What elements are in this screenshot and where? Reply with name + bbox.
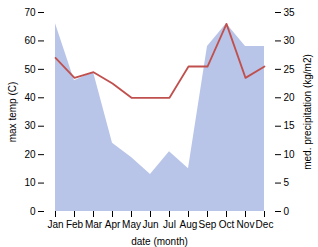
- svg-text:20: 20: [284, 92, 296, 103]
- svg-text:10: 10: [284, 149, 296, 160]
- svg-text:Nov: Nov: [237, 219, 255, 230]
- svg-text:30: 30: [284, 35, 296, 46]
- svg-text:50: 50: [24, 64, 36, 75]
- svg-text:max temp (C): max temp (C): [7, 82, 18, 143]
- svg-text:Jul: Jul: [163, 219, 176, 230]
- svg-text:5: 5: [284, 177, 290, 188]
- svg-text:Dec: Dec: [256, 219, 274, 230]
- svg-text:Apr: Apr: [105, 219, 121, 230]
- svg-text:med. precipitation (kg/m2): med. precipitation (kg/m2): [302, 54, 313, 170]
- svg-text:15: 15: [284, 120, 296, 131]
- svg-text:40: 40: [24, 92, 36, 103]
- svg-text:Jun: Jun: [142, 219, 158, 230]
- svg-text:Sep: Sep: [199, 219, 217, 230]
- svg-text:20: 20: [24, 149, 36, 160]
- svg-text:date (month): date (month): [131, 236, 188, 247]
- svg-text:Feb: Feb: [66, 219, 84, 230]
- svg-text:70: 70: [24, 7, 36, 18]
- svg-text:60: 60: [24, 35, 36, 46]
- svg-text:25: 25: [284, 64, 296, 75]
- svg-text:35: 35: [284, 7, 296, 18]
- svg-text:Jan: Jan: [47, 219, 63, 230]
- svg-text:Oct: Oct: [219, 219, 235, 230]
- svg-text:May: May: [122, 219, 141, 230]
- svg-text:Aug: Aug: [180, 219, 198, 230]
- svg-text:0: 0: [284, 206, 290, 217]
- svg-text:Mar: Mar: [85, 219, 103, 230]
- svg-text:10: 10: [24, 177, 36, 188]
- svg-text:30: 30: [24, 120, 36, 131]
- svg-text:0: 0: [30, 206, 36, 217]
